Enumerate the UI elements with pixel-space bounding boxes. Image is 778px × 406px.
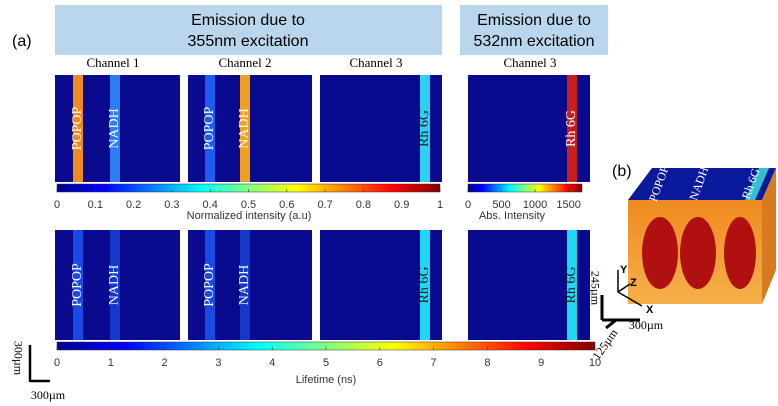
- scale-bar: [605, 318, 617, 330]
- panel-a: Channel 1 Channel 2 Channel 3 Channel 3 POPO…: [11, 55, 601, 402]
- channel-label: Channel 2: [218, 55, 271, 70]
- tick-label: 1500: [556, 199, 580, 211]
- dye-stripe: [73, 75, 83, 182]
- group-box: [55, 5, 442, 55]
- tick-label: 0: [54, 199, 60, 211]
- panel-label: (b): [612, 163, 632, 180]
- colorbar-label: Lifetime (ns): [296, 374, 357, 386]
- block-side: [762, 168, 776, 304]
- dimension-label: 300µm: [629, 318, 664, 332]
- tick-label: 3: [215, 357, 221, 369]
- droplet: [642, 217, 678, 289]
- axis-label: Y: [620, 264, 628, 276]
- tick-label: 0.8: [356, 199, 371, 211]
- tick-label: 1: [437, 199, 443, 211]
- group-title: 355nm excitation: [188, 33, 309, 50]
- dye-stripe: [420, 230, 430, 340]
- dye-stripe: [205, 75, 215, 182]
- tick-label: 0: [465, 199, 471, 211]
- dye-label: NADH: [107, 108, 122, 148]
- dye-label: Rh 6G: [564, 110, 579, 147]
- tick-label: 0: [54, 357, 60, 369]
- dye-label: POPOP: [70, 107, 85, 151]
- scale-label: 300µm: [11, 341, 25, 376]
- tick-label: 1: [108, 357, 114, 369]
- tick-label: 6: [377, 357, 383, 369]
- tick-label: 0.7: [317, 199, 332, 211]
- dye-stripe: [420, 75, 430, 182]
- colorbar-label: Normalized intensity (a.u): [187, 210, 312, 222]
- dye-label: NADH: [107, 265, 122, 305]
- group-box: [460, 5, 608, 55]
- dye-label: NADH: [237, 265, 252, 305]
- axis-arrow: [617, 283, 631, 293]
- tick-label: 5: [323, 357, 329, 369]
- tick-label: 0.5: [241, 199, 256, 211]
- dye-stripe: [240, 75, 250, 182]
- channel-label: Channel 3: [503, 55, 556, 70]
- dye-stripe: [110, 75, 120, 182]
- tick-label: 0.3: [164, 199, 179, 211]
- dye-label: NADH: [237, 108, 252, 148]
- dimension-label: 245µm: [588, 271, 602, 306]
- tick-label: 7: [431, 357, 437, 369]
- tick-label: 500: [492, 199, 510, 211]
- droplet: [724, 217, 756, 289]
- channel-label: Channel 1: [86, 55, 139, 70]
- dye-stripe: [567, 230, 577, 340]
- axis-label: Z: [630, 277, 637, 289]
- dye-label: Rh 6G: [417, 267, 432, 304]
- tick-label: 10: [589, 357, 601, 369]
- colorbar: [467, 183, 583, 193]
- axis-label: X: [646, 304, 654, 316]
- channel-label: Channel 3: [349, 55, 402, 70]
- tick-label: 2: [162, 357, 168, 369]
- dye-stripe: [240, 230, 250, 340]
- dye-stripe: [567, 75, 577, 182]
- dye-label: POPOP: [202, 263, 217, 307]
- dye-label: POPOP: [202, 107, 217, 151]
- colorbar-label: Abs. Intensity: [479, 210, 546, 222]
- tick-label: 0.9: [394, 199, 409, 211]
- block-top: [628, 168, 776, 200]
- tick-label: 0.6: [279, 199, 294, 211]
- axis-arrow: [617, 291, 643, 307]
- droplet: [680, 217, 716, 289]
- tick-label: 1000: [523, 199, 547, 211]
- scale-label: 300µm: [31, 388, 66, 402]
- dye-stripe: [73, 230, 83, 340]
- tick-label: 4: [269, 357, 275, 369]
- tick-label: 9: [538, 357, 544, 369]
- group-title: Emission due to: [191, 12, 305, 29]
- panel-label: (a): [12, 33, 32, 50]
- tick-label: 0.4: [203, 199, 218, 211]
- dye-stripe: [110, 230, 120, 340]
- dye-label: Rh 6G: [417, 110, 432, 147]
- group-title: 532nm excitation: [474, 33, 595, 50]
- dye-label: POPOP: [70, 263, 85, 307]
- tick-label: 0.1: [88, 199, 103, 211]
- dye-label: Rh 6G: [564, 267, 579, 304]
- group-title: Emission due to: [477, 12, 591, 29]
- dye-stripe: [205, 230, 215, 340]
- tick-label: 0.2: [126, 199, 141, 211]
- dye-stripe: [745, 168, 769, 200]
- tick-label: 8: [484, 357, 490, 369]
